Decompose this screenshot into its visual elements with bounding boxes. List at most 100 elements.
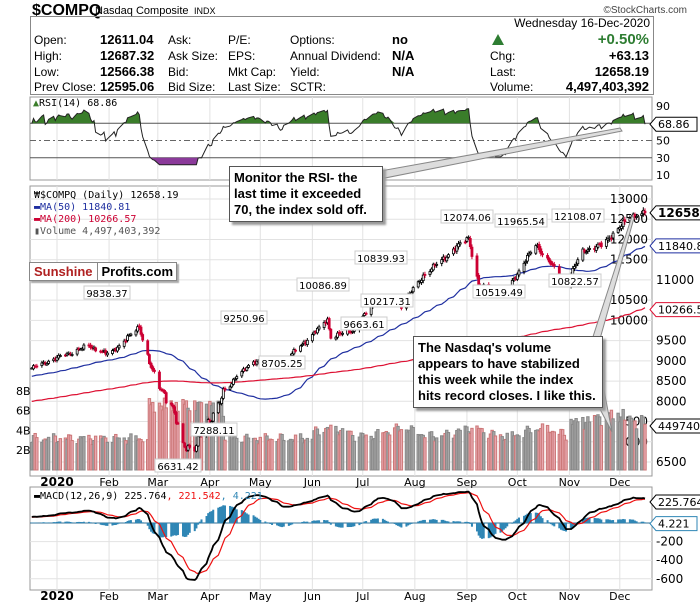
macd-histogram-bar — [247, 514, 250, 523]
macd-histogram-bar — [504, 523, 507, 529]
volume-bar — [446, 432, 451, 471]
price-annotation-label: 10217.31 — [363, 297, 411, 308]
macd-histogram-bar — [69, 521, 72, 523]
volume-bar — [93, 435, 98, 471]
candle-body — [188, 444, 192, 448]
macd-histogram-bar — [136, 519, 139, 523]
volume-value-tag-box — [649, 418, 700, 434]
rsi-tick-label: 30 — [656, 152, 670, 165]
macd-histogram-bar — [106, 523, 109, 526]
macd-histogram-bar — [528, 513, 531, 523]
macd-histogram-bar — [124, 522, 127, 523]
rsi-legend: ▲RSI(14) 68.86 — [33, 98, 117, 109]
candle-body — [526, 255, 529, 262]
macd-histogram-bar — [217, 507, 220, 523]
watermark-part2: Profits.com — [101, 264, 174, 279]
macd-histogram-bar — [311, 520, 314, 523]
macd-histogram-bar — [444, 520, 447, 523]
candle-body — [541, 253, 544, 256]
symbol-title: $COMPQ — [32, 2, 102, 19]
macd-histogram-bar — [346, 523, 349, 528]
macd-histogram-bar — [257, 518, 260, 523]
macd-histogram-bar — [240, 510, 243, 523]
macd-histogram-bar — [386, 521, 389, 523]
macd-histogram-bar — [593, 518, 596, 523]
volume-bar — [540, 423, 545, 471]
macd-histogram-bar — [538, 514, 541, 523]
candle-body — [58, 355, 62, 357]
candle-body — [546, 255, 549, 259]
x-tick-label: Nov — [559, 590, 581, 603]
macd-histogram-bar — [608, 519, 611, 523]
macd-histogram-bar — [114, 523, 117, 525]
macd-histogram-bar — [452, 521, 455, 523]
macd-histogram-bar — [244, 512, 247, 523]
macd-histogram-bar — [398, 523, 401, 527]
rsi-tick-label: 90 — [656, 100, 670, 113]
macd-histogram-bar — [570, 523, 573, 530]
candle-body — [196, 436, 200, 447]
volume-bar — [643, 423, 647, 471]
macd-histogram-bar — [67, 521, 70, 523]
macd-histogram-bar — [255, 517, 258, 523]
stockcharts-logo[interactable]: ©StockCharts.com — [603, 5, 687, 16]
candle-body — [457, 243, 460, 248]
macd-histogram-bar — [385, 520, 388, 523]
candle-body — [255, 360, 259, 365]
macd-histogram-bar — [165, 523, 168, 538]
macd-histogram-bar — [551, 523, 554, 526]
macd-histogram-bar — [381, 518, 384, 523]
candle-body — [240, 371, 244, 377]
candle-body — [458, 242, 462, 245]
candle-body — [435, 263, 439, 266]
candle-body — [147, 354, 151, 365]
macd-histogram-bar — [158, 523, 161, 537]
volume-bar — [376, 429, 380, 471]
candle-body — [231, 378, 235, 385]
macd-histogram-bar — [358, 523, 361, 526]
macd-histogram-bar — [454, 521, 457, 523]
macd-histogram-bar — [113, 523, 116, 526]
macd-histogram-bar — [56, 521, 58, 523]
candle-body — [183, 442, 187, 448]
candle-body — [94, 347, 98, 352]
price-annotation-box — [548, 273, 602, 288]
macd-histogram-bar — [442, 519, 445, 523]
histogram-legend-text: , 4.221 — [220, 491, 263, 502]
price-annotation-label: 6631.42 — [157, 462, 198, 473]
candle-body — [173, 406, 177, 414]
macd-histogram-bar — [259, 519, 262, 523]
candle-body — [153, 369, 156, 372]
rsi-tick-label: 10 — [656, 169, 670, 182]
macd-histogram-bar — [193, 523, 196, 532]
x-tick-label: Sep — [457, 476, 478, 489]
macd-histogram-bar — [363, 521, 366, 523]
x-tick-label: Jul — [355, 476, 369, 489]
volume-bar — [329, 424, 333, 471]
volume-bar — [470, 427, 474, 471]
candle-body — [322, 322, 326, 328]
macd-histogram-bar — [467, 522, 470, 523]
candle-body — [430, 268, 434, 273]
volume-bar — [235, 437, 239, 471]
candle-body — [126, 335, 129, 341]
candle-body — [534, 245, 538, 254]
candle-body — [581, 248, 585, 261]
rsi-icon: ▲ — [33, 98, 40, 109]
macd-histogram-bar — [642, 521, 645, 523]
candle-body — [463, 241, 467, 244]
candle-body — [467, 237, 471, 239]
macd-histogram-bar — [459, 521, 462, 523]
candle-body — [122, 340, 126, 347]
open-value: 12611.04 — [100, 32, 154, 47]
macd-histogram-bar — [360, 523, 363, 524]
close-value-tag: 12658.19 — [658, 206, 700, 220]
macd-histogram-bar — [111, 523, 114, 526]
x-tick-label: 2020 — [40, 475, 73, 489]
candle-body — [620, 225, 623, 229]
volume-bar — [387, 434, 392, 471]
candle-body — [640, 213, 644, 216]
volume-bars-icon: ▮ — [34, 226, 41, 237]
volume-tick-label: 4B — [16, 424, 31, 437]
